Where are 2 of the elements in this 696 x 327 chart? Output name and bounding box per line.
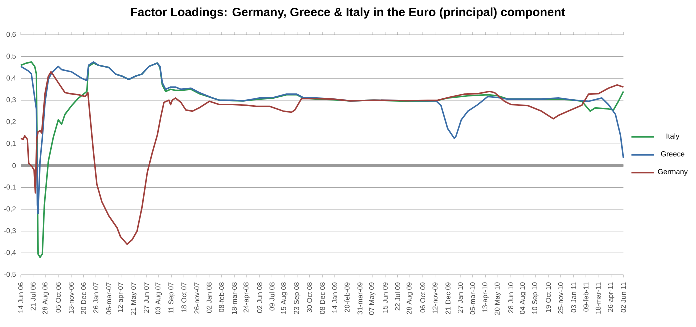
chart-title: Factor Loadings: Germany, Greece & Italy in the Euro (principal) component: [131, 8, 566, 19]
line-series: [20, 62, 624, 215]
